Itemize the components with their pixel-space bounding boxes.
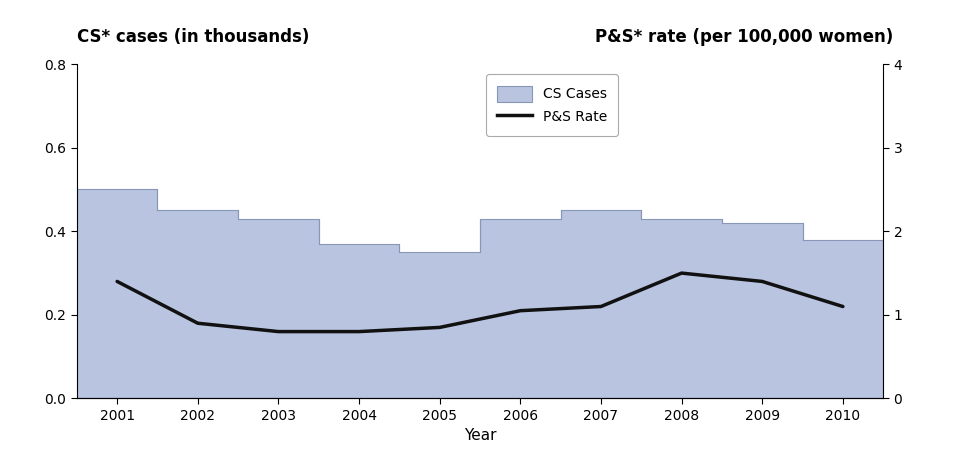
Text: P&S* rate (per 100,000 women): P&S* rate (per 100,000 women) xyxy=(595,28,893,46)
X-axis label: Year: Year xyxy=(464,428,496,443)
Legend: CS Cases, P&S Rate: CS Cases, P&S Rate xyxy=(486,74,618,136)
Text: CS* cases (in thousands): CS* cases (in thousands) xyxy=(77,28,309,46)
Polygon shape xyxy=(77,190,883,398)
